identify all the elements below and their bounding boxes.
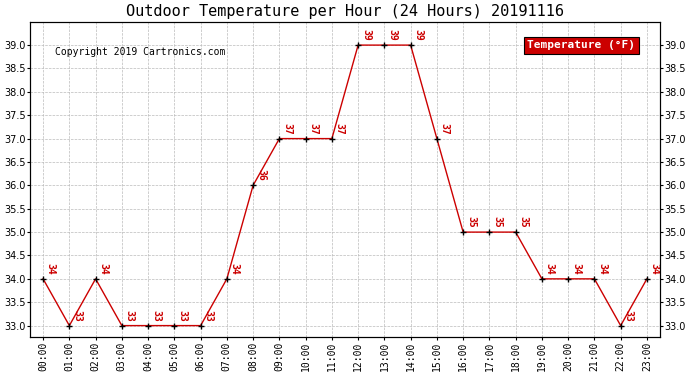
Text: 33: 33 bbox=[151, 310, 161, 321]
Text: 34: 34 bbox=[650, 263, 660, 274]
Text: 39: 39 bbox=[413, 29, 424, 41]
Text: 35: 35 bbox=[466, 216, 476, 228]
Text: 37: 37 bbox=[282, 123, 292, 134]
Text: 35: 35 bbox=[518, 216, 529, 228]
Text: 37: 37 bbox=[440, 123, 450, 134]
Text: 33: 33 bbox=[624, 310, 633, 321]
Text: 37: 37 bbox=[335, 123, 344, 134]
Text: 33: 33 bbox=[177, 310, 187, 321]
Text: 39: 39 bbox=[361, 29, 371, 41]
Text: 33: 33 bbox=[125, 310, 135, 321]
Text: 33: 33 bbox=[204, 310, 213, 321]
Text: 34: 34 bbox=[46, 263, 56, 274]
Text: 37: 37 bbox=[308, 123, 318, 134]
Text: 35: 35 bbox=[492, 216, 502, 228]
Text: 36: 36 bbox=[256, 170, 266, 181]
Text: 33: 33 bbox=[72, 310, 82, 321]
Text: 39: 39 bbox=[387, 29, 397, 41]
Text: Temperature (°F): Temperature (°F) bbox=[527, 40, 635, 50]
Text: 34: 34 bbox=[544, 263, 555, 274]
Text: 34: 34 bbox=[571, 263, 581, 274]
Text: 34: 34 bbox=[230, 263, 239, 274]
Text: Copyright 2019 Cartronics.com: Copyright 2019 Cartronics.com bbox=[55, 47, 226, 57]
Text: 34: 34 bbox=[597, 263, 607, 274]
Title: Outdoor Temperature per Hour (24 Hours) 20191116: Outdoor Temperature per Hour (24 Hours) … bbox=[126, 4, 564, 19]
Text: 34: 34 bbox=[99, 263, 108, 274]
